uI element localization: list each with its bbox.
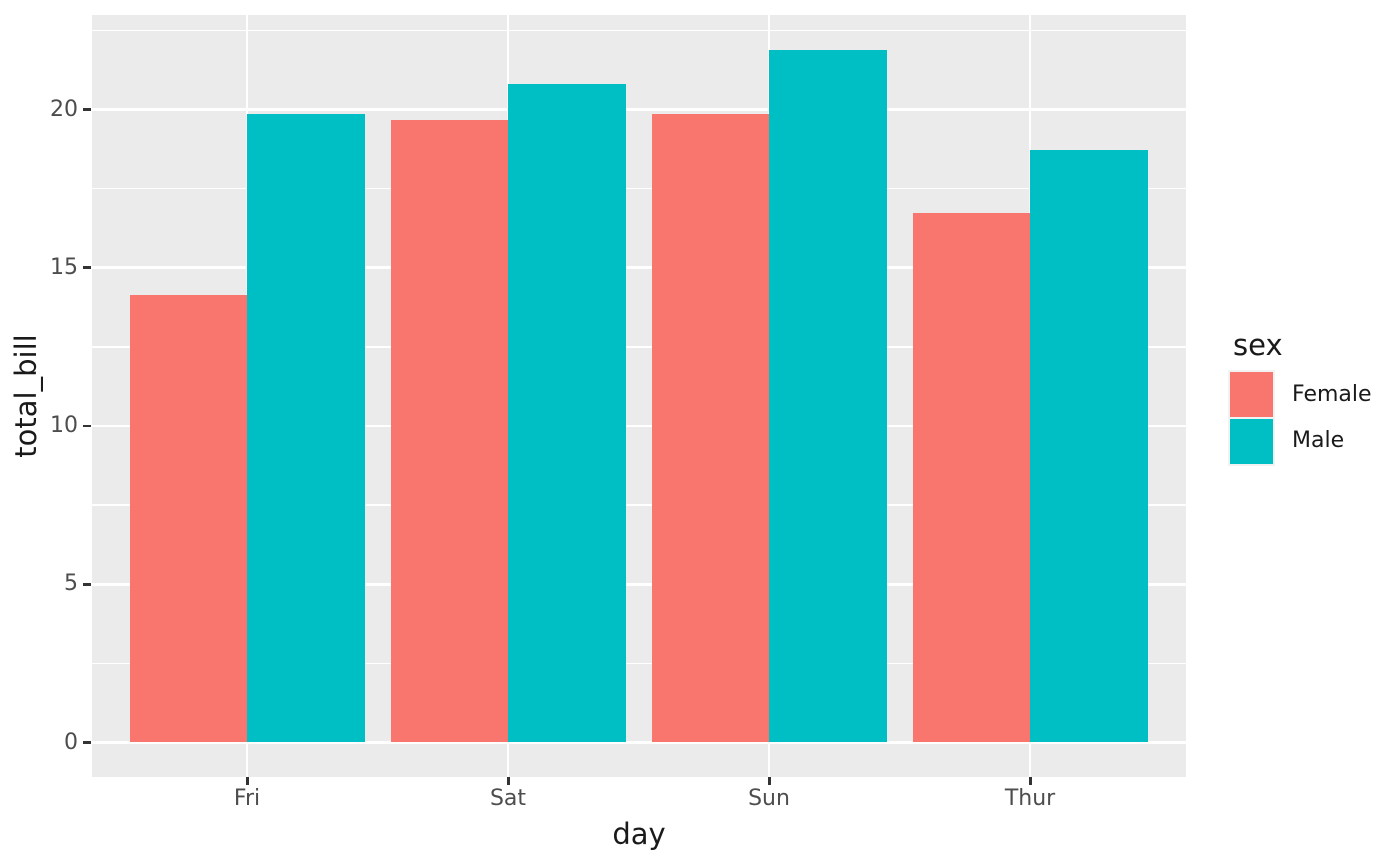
minor-gridline	[92, 187, 1186, 190]
y-tick-mark	[83, 108, 91, 111]
y-tick-label: 0	[64, 729, 78, 755]
x-axis-title: day	[612, 817, 666, 851]
y-tick-label: 20	[50, 96, 78, 122]
bar-sun-male	[769, 49, 887, 743]
bar-sat-female	[390, 119, 508, 743]
major-gridline	[92, 741, 1186, 744]
major-gridline	[92, 424, 1186, 428]
bar-fri-female	[129, 294, 247, 743]
legend-title: sex	[1233, 328, 1283, 362]
minor-gridline	[92, 346, 1186, 348]
y-tick-mark	[83, 424, 91, 428]
legend-swatch-male	[1228, 416, 1275, 466]
plot-panel	[92, 15, 1186, 777]
major-gridline	[92, 266, 1186, 270]
x-tick-mark	[1028, 777, 1032, 785]
legend-label-female: Female	[1292, 381, 1372, 407]
x-tick-label: Sun	[748, 786, 790, 811]
legend-label-male: Male	[1292, 428, 1345, 453]
y-axis-title: total_bill	[9, 334, 43, 458]
y-tick-mark	[83, 582, 91, 586]
minor-gridline	[92, 29, 1186, 32]
legend-swatch-female	[1228, 370, 1275, 419]
y-tick-label: 10	[50, 413, 78, 438]
y-tick-mark	[83, 741, 91, 744]
y-tick-mark	[83, 266, 91, 270]
y-tick-label: 15	[50, 254, 78, 280]
bar-sun-female	[651, 113, 769, 743]
x-tick-mark	[767, 777, 771, 785]
x-tick-mark	[245, 777, 249, 785]
x-tick-label: Fri	[233, 786, 261, 811]
major-gridline	[92, 108, 1186, 111]
major-gridline	[92, 582, 1186, 586]
bar-thur-female	[912, 213, 1030, 743]
y-tick-label: 5	[64, 571, 78, 597]
minor-gridline	[92, 504, 1186, 506]
x-tick-label: Sat	[489, 786, 527, 811]
bar-sat-male	[508, 84, 626, 743]
bar-fri-male	[247, 113, 365, 743]
minor-gridline	[92, 662, 1186, 665]
x-tick-label: Thur	[1004, 786, 1056, 811]
x-tick-mark	[506, 777, 510, 785]
bar-thur-male	[1030, 150, 1148, 743]
